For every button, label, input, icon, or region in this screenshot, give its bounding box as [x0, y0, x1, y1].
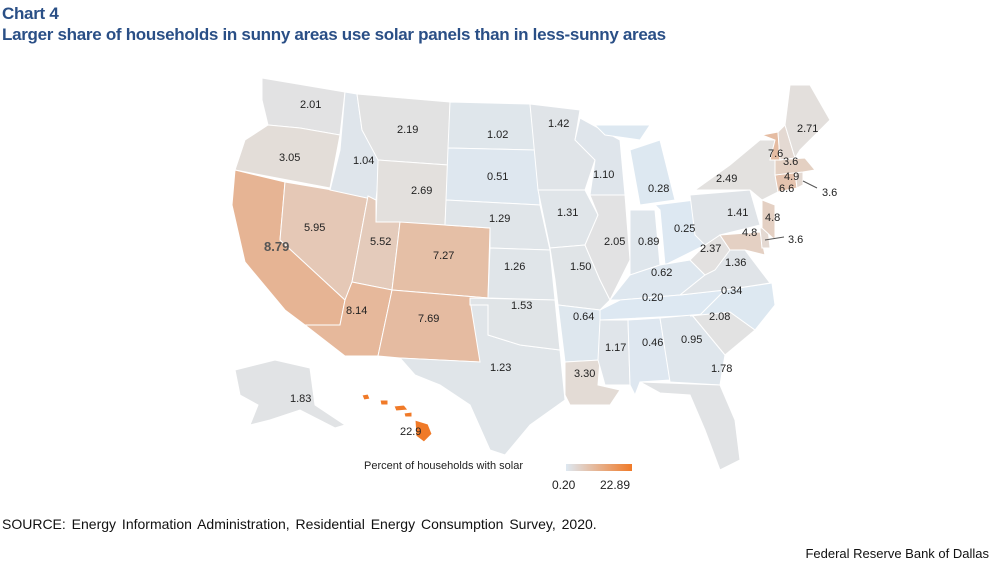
state-value-label-nv: 5.95: [304, 222, 325, 234]
state-value-label-de: 3.6: [788, 234, 803, 246]
state-hi: [414, 419, 433, 443]
state-value-label-hi: 22.9: [400, 426, 421, 438]
state-value-label-ga: 0.95: [681, 334, 702, 346]
state-value-label-al: 0.46: [642, 337, 663, 349]
legend-min-label: 0.20: [552, 478, 576, 492]
state-value-label-ar: 0.64: [573, 311, 594, 323]
state-value-label-wa: 2.01: [300, 99, 321, 111]
state-value-label-tx: 1.23: [490, 362, 511, 374]
state-value-label-id: 1.04: [353, 155, 374, 167]
legend-color-ramp: [566, 464, 632, 471]
state-value-label-ms: 1.17: [605, 342, 626, 354]
state-md: [719, 231, 766, 256]
state-value-label-co: 7.27: [433, 250, 454, 262]
state-me: [784, 84, 831, 160]
state-value-label-mt: 2.19: [397, 124, 418, 136]
state-nd: [447, 101, 536, 151]
state-value-label-ok: 1.53: [511, 300, 532, 312]
state-ga: [659, 314, 726, 386]
state-value-label-in: 0.89: [638, 236, 659, 248]
state-ma: [774, 157, 816, 176]
state-value-label-ky: 0.62: [651, 267, 672, 279]
state-value-label-mn: 1.42: [548, 118, 569, 130]
state-il: [584, 194, 631, 302]
state-value-label-ia: 1.31: [557, 207, 578, 219]
state-value-label-fl: 1.78: [711, 363, 732, 375]
state-nc: [689, 282, 776, 331]
state-value-label-nj: 4.8: [765, 212, 780, 224]
state-value-label-mi: 0.28: [648, 183, 669, 195]
state-vt: [760, 131, 781, 161]
state-value-label-nd: 1.02: [487, 129, 508, 141]
state-ak: [234, 359, 347, 429]
source-note: SOURCE: Energy Information Administratio…: [2, 516, 597, 532]
state-value-label-vt: 7.6: [768, 148, 783, 160]
state-value-label-ks: 1.26: [504, 261, 525, 273]
state-mi: [593, 124, 651, 141]
state-nj: [761, 199, 776, 242]
legend-title: Percent of households with solar: [364, 460, 523, 472]
state-value-label-or: 3.05: [279, 152, 300, 164]
state-value-label-la: 3.30: [574, 368, 595, 380]
state-value-label-wi: 1.10: [593, 169, 614, 181]
state-ms: [597, 319, 631, 386]
state-fl: [639, 381, 741, 471]
state-value-label-pa: 1.41: [727, 207, 748, 219]
state-value-label-ny: 2.49: [716, 173, 737, 185]
credit-line: Federal Reserve Bank of Dallas: [805, 546, 989, 561]
state-value-label-ne: 1.29: [489, 213, 510, 225]
state-value-label-oh: 0.25: [674, 223, 695, 235]
state-value-label-sd: 0.51: [487, 171, 508, 183]
leader-line: [764, 236, 785, 241]
state-ok: [469, 297, 561, 351]
us-choropleth-map: 2.01 3.05 8.79 5.95 1.04 2.19 2.69 5.52 7.27 8.14…: [231, 77, 837, 471]
state-hi: [379, 399, 389, 406]
state-mi: [629, 139, 676, 206]
state-value-label-wv: 2.37: [700, 243, 721, 255]
chart-kicker: Chart 4: [2, 4, 59, 23]
state-value-label-wy: 2.69: [411, 185, 432, 197]
state-hi: [393, 404, 409, 412]
chart-title: Larger share of households in sunny area…: [2, 25, 666, 44]
state-value-label-ak: 1.83: [290, 393, 311, 405]
state-value-label-nh: 3.6: [783, 156, 798, 168]
state-value-label-md: 4.8: [742, 227, 757, 239]
legend-max-label: 22.89: [600, 478, 631, 492]
state-value-label-mo: 1.50: [570, 261, 591, 273]
state-value-label-tn: 0.20: [642, 292, 663, 304]
state-value-label-nm: 7.69: [418, 313, 439, 325]
state-value-label-sc: 2.08: [709, 311, 730, 323]
leader-line: [802, 180, 818, 189]
state-value-label-il: 2.05: [604, 236, 625, 248]
state-value-label-ca: 8.79: [264, 239, 289, 254]
state-value-label-va: 1.36: [725, 257, 746, 269]
state-value-label-ct: 6.6: [779, 183, 794, 195]
state-value-label-az: 8.14: [346, 305, 367, 317]
state-value-label-ma: 4.9: [784, 171, 799, 183]
state-ks: [487, 247, 556, 301]
state-hi: [403, 411, 413, 418]
state-value-label-nc: 0.34: [721, 285, 742, 297]
state-value-label-me: 2.71: [797, 123, 818, 135]
state-hi: [361, 393, 371, 401]
state-value-label-ut: 5.52: [370, 236, 391, 248]
state-value-label-ri: 3.6: [822, 187, 837, 199]
